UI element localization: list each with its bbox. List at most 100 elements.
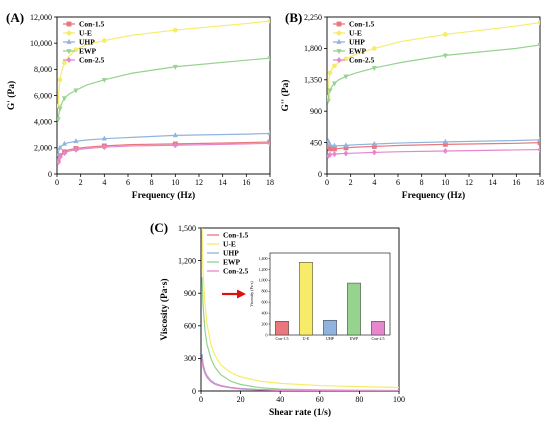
series-u-e — [201, 228, 399, 389]
chart-panel-0: 0 2 4 6 8 10 12 14 16 18 0 2,000 4,000 6,000 8,000 10,0… — [6, 10, 274, 201]
legend-marker — [66, 49, 72, 55]
panel-label: (B) — [285, 10, 302, 25]
y-tick-label: 900 — [310, 107, 322, 116]
y-tick-label: 2,250 — [304, 13, 322, 22]
series-con-1.5 — [57, 139, 270, 164]
legend-entry: Con-1.5 — [223, 231, 248, 240]
legend-marker — [66, 30, 72, 36]
data-point — [327, 98, 331, 104]
data-point — [267, 18, 270, 24]
x-tick-label: 0 — [55, 178, 59, 187]
series-line — [57, 142, 270, 163]
y-tick-label: 0 — [192, 387, 196, 396]
series-con-1.5 — [327, 140, 540, 152]
x-tick-label: 0 — [325, 178, 329, 187]
inset-y-axis-label: Viscosity (Pa·s) — [249, 281, 254, 307]
legend-entry: Con-2.5 — [79, 56, 104, 65]
data-point — [172, 27, 178, 33]
legend-entry: U-E — [223, 240, 236, 249]
inset-y-tick-label: 1,000 — [259, 278, 268, 284]
data-point — [343, 142, 349, 148]
legend-entry: U-E — [349, 29, 362, 38]
data-point — [61, 96, 67, 102]
inset-bar-ewp — [347, 282, 361, 336]
x-tick-label: 2 — [349, 178, 353, 187]
y-tick-label: 0 — [48, 170, 52, 179]
legend-marker — [336, 56, 342, 64]
inset-bar-chart: 0 200 400 600 800 1,000 1,200 1,400 Viscosity (P… — [249, 252, 391, 341]
x-tick-label: 12 — [195, 178, 203, 187]
series-line — [201, 276, 399, 391]
chart-panel-1: 0 2 4 6 8 10 12 14 16 18 0 450 900 1,350 1,800 2,250 Fre… — [280, 10, 544, 201]
panel-label: (C) — [150, 220, 168, 235]
arrow-icon — [222, 289, 246, 299]
data-point — [101, 135, 107, 141]
x-tick-label: 8 — [420, 178, 424, 187]
x-tick-label: 40 — [276, 395, 284, 404]
inset-y-tick-label: 800 — [262, 289, 268, 294]
y-tick-label: 450 — [310, 138, 322, 147]
data-point — [327, 88, 333, 94]
data-point — [371, 149, 377, 156]
data-point — [332, 150, 337, 158]
data-point — [331, 81, 337, 87]
data-point — [57, 144, 63, 150]
data-point — [327, 70, 333, 76]
data-point — [267, 130, 270, 136]
data-point — [172, 64, 178, 70]
legend-entry: Con-1.5 — [79, 20, 104, 29]
inset-y-tick-label: 600 — [262, 300, 268, 305]
x-axis-label: Shear rate (1/s) — [269, 407, 331, 418]
legend-entry: EWP — [79, 47, 97, 56]
y-tick-label: 0 — [318, 170, 322, 179]
legend-marker — [66, 56, 72, 64]
data-point — [61, 140, 67, 146]
x-tick-label: 10 — [171, 178, 179, 187]
data-point — [62, 149, 67, 157]
data-point — [442, 53, 448, 59]
inset-x-tick-label: EWP — [350, 336, 359, 341]
x-tick-label: 2 — [79, 178, 83, 187]
data-point — [371, 66, 377, 72]
data-point — [537, 20, 540, 25]
panel-label: (A) — [6, 10, 24, 25]
series-line — [327, 142, 540, 150]
y-tick-label: 1,800 — [304, 44, 322, 53]
inset-y-tick-label: 200 — [262, 321, 268, 326]
series-ewp — [57, 56, 270, 123]
data-point — [327, 137, 331, 144]
x-tick-label: 8 — [150, 178, 154, 187]
series-con-2.5 — [327, 146, 540, 159]
x-tick-label: 18 — [266, 178, 274, 187]
data-point — [57, 153, 63, 161]
data-point — [57, 117, 61, 123]
inset-x-tick-label: Con-2.5 — [372, 336, 385, 341]
x-tick-label: 4 — [102, 178, 106, 187]
inset-y-tick-label: 400 — [262, 311, 268, 316]
series-con-2.5 — [201, 358, 399, 391]
legend-entry: EWP — [223, 258, 241, 267]
data-point — [371, 140, 377, 146]
inset-x-tick-label: U-E — [303, 336, 310, 341]
data-point — [343, 74, 349, 80]
y-tick-label: 900 — [184, 289, 196, 298]
data-point — [172, 142, 178, 149]
x-tick-label: 6 — [126, 178, 130, 187]
legend-entry: UHP — [349, 38, 365, 47]
series-ewp — [201, 276, 399, 391]
inset-bar-con-2.5 — [371, 321, 385, 336]
legend-entry: U-E — [79, 29, 92, 38]
data-point — [172, 132, 178, 138]
series-line — [201, 228, 399, 389]
y-axis-label: G'' (Pa) — [280, 80, 291, 112]
legend-marker — [336, 49, 342, 55]
data-point — [101, 38, 107, 43]
x-tick-label: 12 — [465, 178, 473, 187]
x-tick-label: 100 — [393, 395, 405, 404]
series-line — [57, 57, 270, 120]
y-tick-label: 600 — [184, 322, 196, 331]
legend-marker — [336, 38, 342, 44]
inset-y-tick-label: 1,200 — [259, 267, 268, 273]
series-uhp — [57, 130, 270, 157]
inset-x-tick-label: UHP — [326, 336, 335, 341]
